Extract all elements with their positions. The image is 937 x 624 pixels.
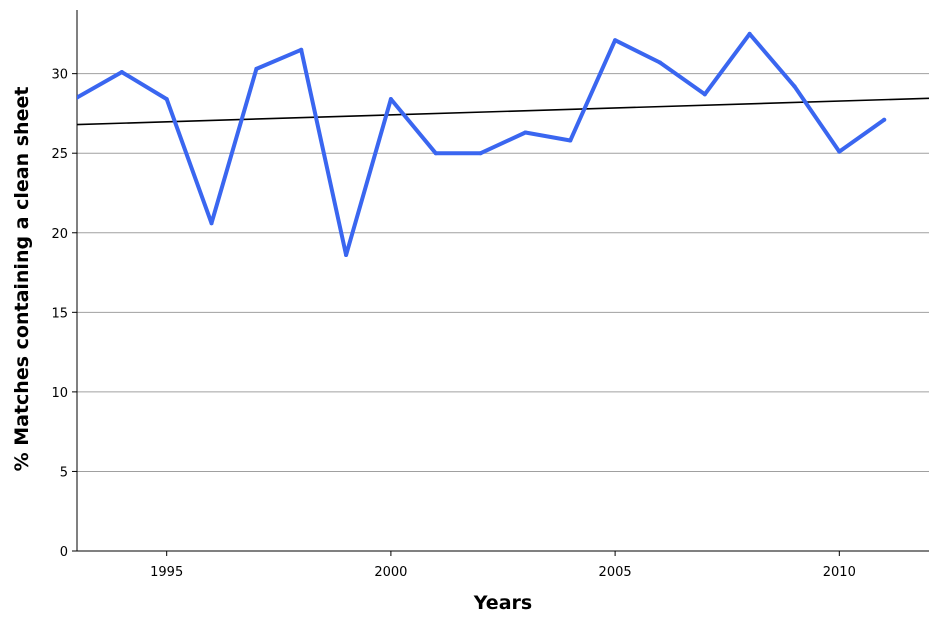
data-point-2003: [523, 130, 528, 135]
data-point-1994: [119, 70, 124, 75]
data-point-2000: [388, 97, 393, 102]
y-tick-label-0: 0: [60, 545, 68, 560]
trend-line: [77, 97, 929, 126]
data-point-1997: [254, 66, 259, 71]
series-line-0: [77, 31, 887, 257]
plot-area: [77, 31, 929, 258]
data-point-1996: [209, 221, 214, 226]
data-point-2006: [657, 60, 662, 65]
x-tick-label-2010: 2010: [823, 565, 856, 580]
y-tick-label-25: 25: [51, 147, 68, 162]
grid-lines: [77, 73, 929, 472]
tick-labels: 0 5 10 15 20 25 30 1995 2000 2005 2010: [51, 68, 855, 580]
data-point-2002: [478, 151, 483, 156]
data-point-2005: [613, 38, 618, 43]
y-axis-title: % Matches containing a clean sheet: [11, 87, 33, 472]
data-point-1993: [77, 95, 79, 100]
data-point-2008: [747, 31, 752, 36]
y-tick-label-20: 20: [51, 227, 68, 242]
x-tick-label-1995: 1995: [150, 565, 183, 580]
x-tick-label-2005: 2005: [599, 565, 632, 580]
data-point-2011: [882, 117, 887, 122]
y-tick-label-30: 30: [51, 68, 68, 83]
data-point-2004: [568, 138, 573, 143]
y-tick-label-5: 5: [60, 465, 68, 480]
data-point-1999: [344, 253, 349, 258]
data-point-2009: [792, 84, 797, 89]
data-point-2001: [433, 151, 438, 156]
data-point-2007: [702, 92, 707, 97]
x-axis-title: Years: [473, 592, 532, 614]
data-point-1995: [164, 97, 169, 102]
data-point-1998: [299, 47, 304, 52]
data-point-2010: [837, 149, 842, 154]
y-tick-label-10: 10: [51, 386, 68, 401]
axes: [72, 10, 929, 556]
y-tick-label-15: 15: [51, 306, 68, 321]
x-tick-label-2000: 2000: [374, 565, 407, 580]
